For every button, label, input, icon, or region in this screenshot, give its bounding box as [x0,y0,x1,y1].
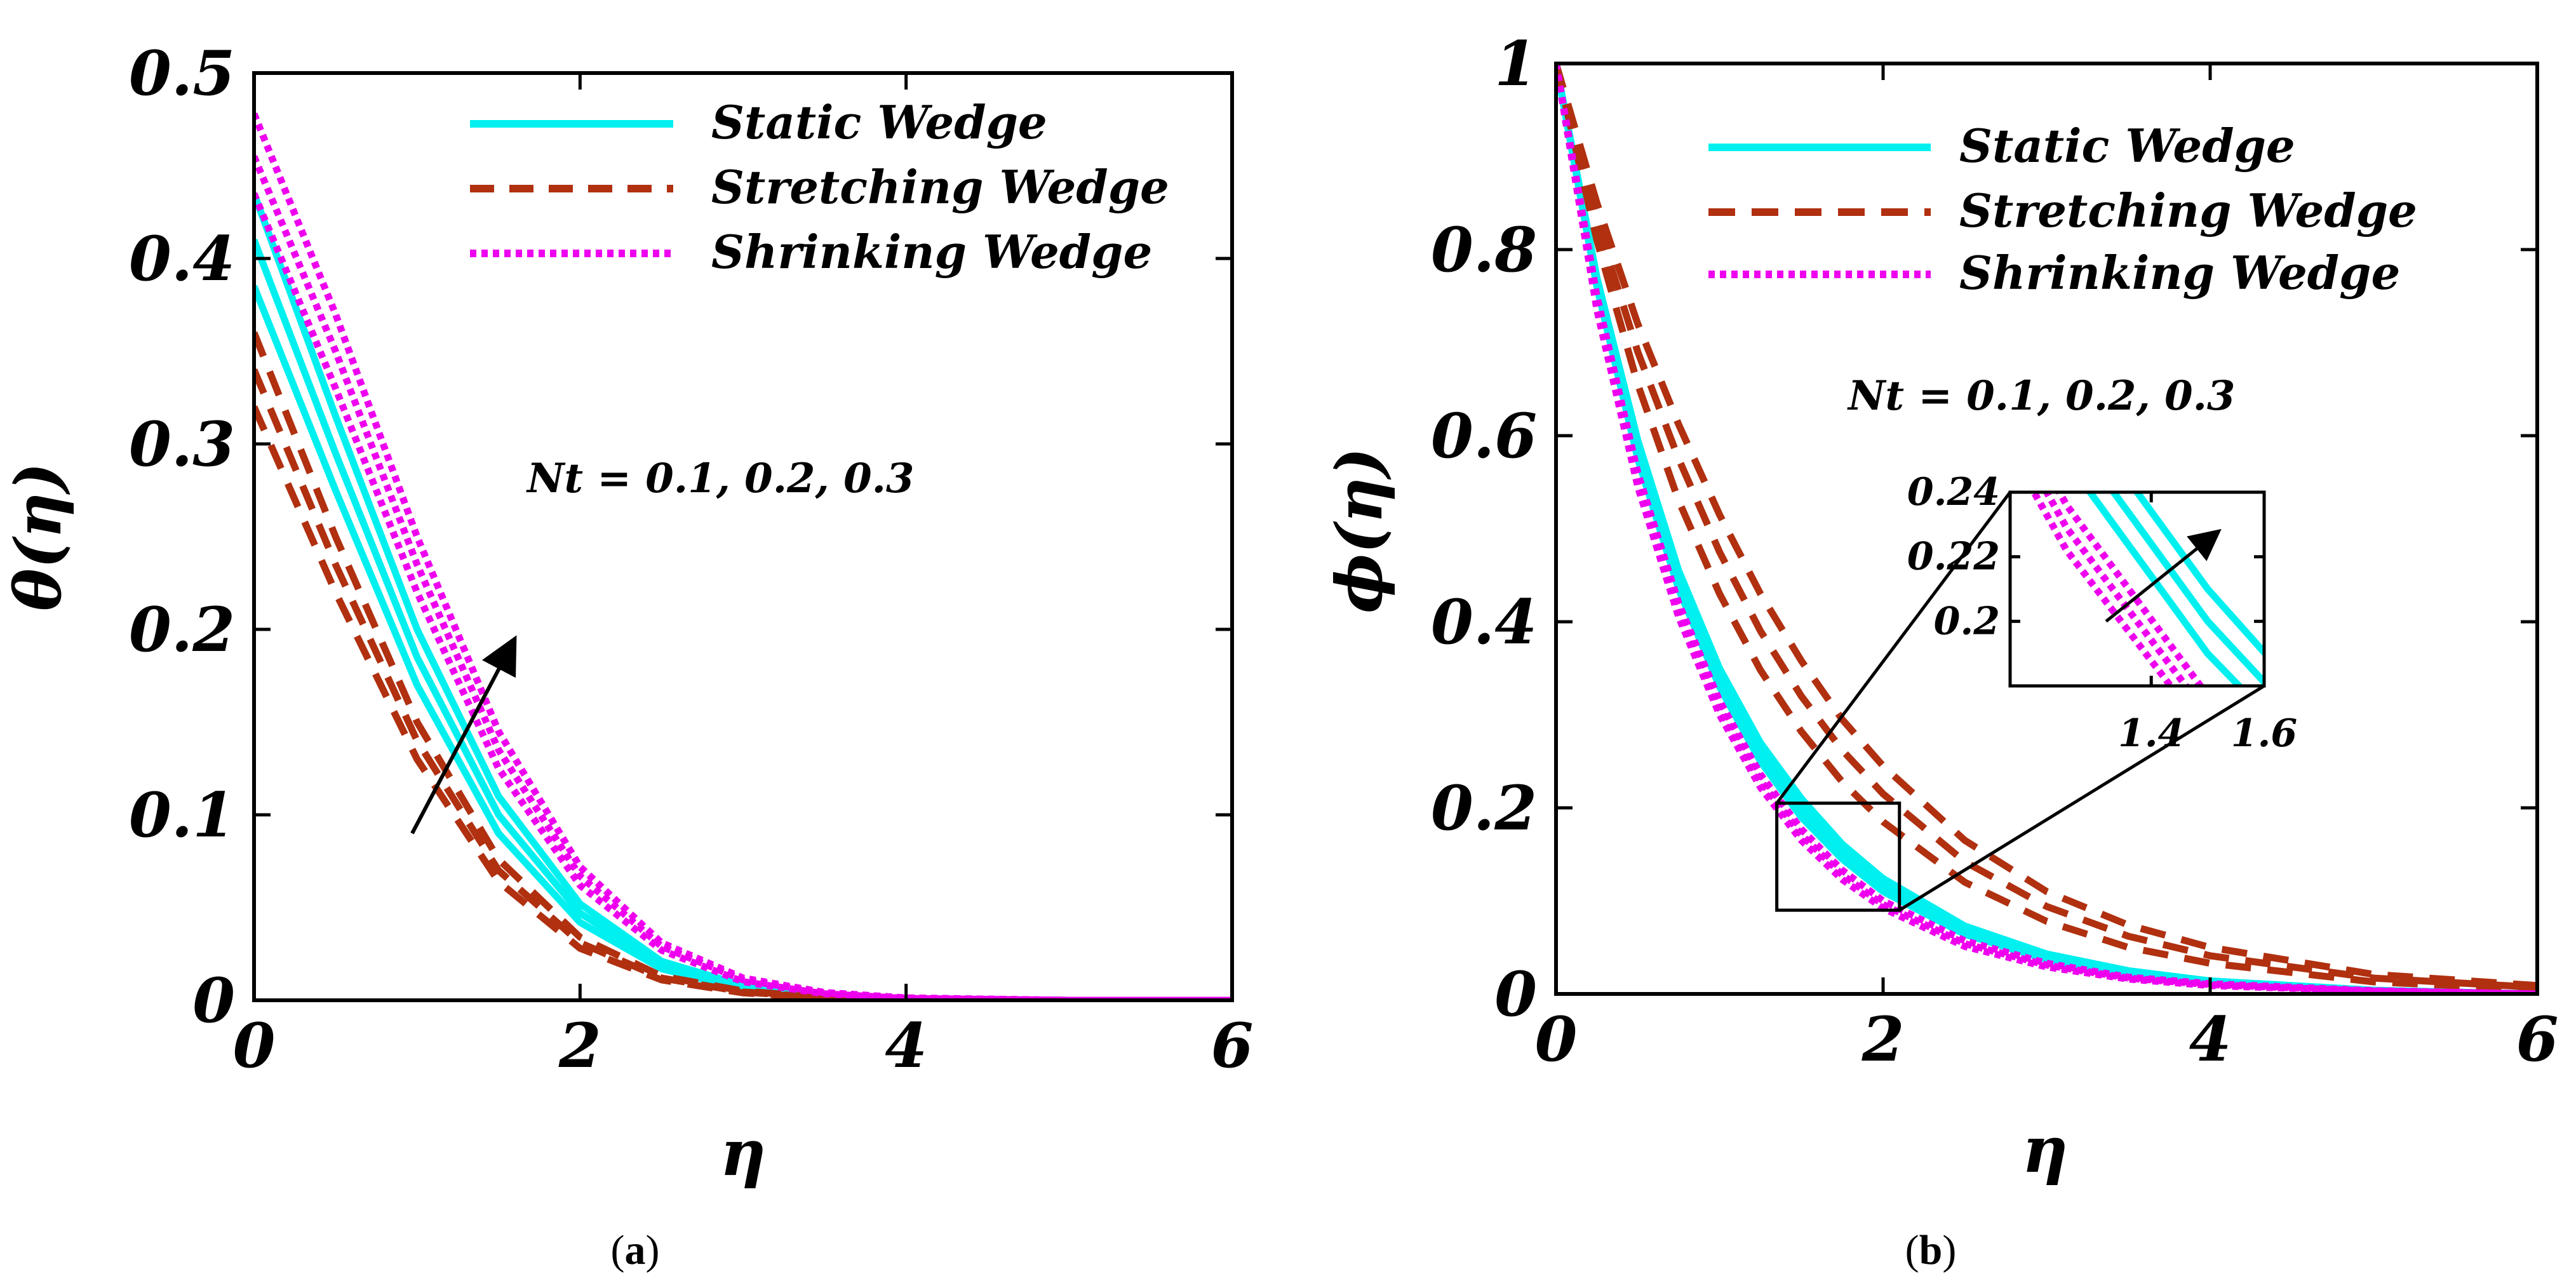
panel-a-ylabel: θ(η) [1,462,76,611]
panel-b: 0 2 4 6 0 0.2 0.4 0.6 0.8 1 ϕ(η) η Nt = 0.1, 0.2,… [1322,28,2558,1273]
legend-a-shrinking-label: Shrinking Wedge [711,225,1152,279]
y-tick-label: 0.8 [1431,214,1537,286]
legend-b-shrinking-label: Shrinking Wedge [1959,246,2400,300]
series-line-static [254,238,1232,1000]
x-tick-label: 1.4 [2118,711,2184,756]
series-line-shrinking [1556,64,2537,994]
panel-a-trend-arrow [410,635,517,835]
panel-b-ylabel: ϕ(η) [1322,447,1397,613]
panel-b-xlabel: η [2022,1112,2069,1187]
inset-trend-arrow [2105,528,2222,623]
panel-a-legend: Static Wedge Stretching Wedge Shrinking … [470,95,1169,279]
series-line-shrinking [1556,64,2537,994]
x-tick-label: 1.6 [2231,711,2297,756]
series-line-stretching [254,331,1232,1000]
panel-b-caption: (b) [1905,1227,1957,1273]
x-tick-label: 0 [233,1010,276,1082]
y-tick-label: 0.6 [1431,400,1537,472]
legend-a-stretching-label: Stretching Wedge [711,160,1169,214]
y-tick-label: 1 [1494,28,1537,100]
x-tick-label: 2 [558,1010,601,1082]
y-tick-label: 0.2 [129,594,235,666]
legend-b-static-label: Static Wedge [1959,119,2295,173]
y-tick-label: 0.3 [129,408,235,480]
y-tick-label: 0 [1494,958,1537,1030]
y-tick-label: 0.4 [1431,586,1537,658]
inset-axes-frame [2008,490,2266,688]
panel-a: 0 2 4 6 0 0.1 0.2 0.3 0.4 0.5 θ(η) η Nt = 0.1, 0.… [1,37,1253,1273]
x-tick-label: 6 [1211,1010,1254,1082]
x-tick-label: 4 [885,1010,927,1082]
y-tick-label: 0.22 [1907,535,2000,579]
legend-a-static-label: Static Wedge [711,95,1047,149]
legend-b-stretching-label: Stretching Wedge [1959,184,2417,238]
panel-b-nt-annotation: Nt = 0.1, 0.2, 0.3 [1847,372,2235,420]
x-tick-label: 2 [1862,1003,1905,1075]
panel-a-axes-frame [252,71,1234,1002]
x-tick-label: 6 [2516,1003,2559,1075]
series-line-static [254,285,1232,1000]
panel-a-xlabel: η [720,1115,767,1190]
y-tick-label: 0.5 [129,37,235,109]
series-line-static [254,192,1232,1000]
x-tick-label: 0 [1535,1003,1578,1075]
y-tick-label: 0.4 [129,223,235,295]
y-tick-label: 0.2 [1934,599,2000,643]
zoom-connector-line [1775,491,2011,805]
panel-b-inset: 1.4 1.6 0.2 0.22 0.24 [1907,470,2297,756]
series-line-static [1556,64,2537,994]
y-tick-label: 0.2 [1431,772,1537,844]
series-line-stretching [1556,64,2537,991]
panel-b-legend: Static Wedge Stretching Wedge Shrinking … [1708,119,2417,300]
inset-ticks: 1.4 1.6 0.2 0.22 0.24 [1907,470,2297,756]
panel-a-nt-annotation: Nt = 0.1, 0.2, 0.3 [526,455,914,502]
panel-b-axes-frame [1554,62,2539,996]
panel-a-ticks: 0 2 4 6 0 0.1 0.2 0.3 0.4 0.5 [129,37,1253,1082]
series-line-stretching [1556,64,2537,989]
panel-b-series-group [1556,64,2537,994]
panel-b-zoom-region-box [1775,801,1902,912]
y-tick-label: 0.24 [1907,470,2000,514]
series-line-shrinking [254,192,1232,1000]
panel-b-ticks: 0 2 4 6 0 0.2 0.4 0.6 0.8 1 [1431,28,2558,1075]
panel-a-caption: (a) [611,1227,660,1273]
y-tick-label: 0 [192,965,235,1036]
x-tick-label: 4 [2189,1003,2232,1075]
y-tick-label: 0.1 [129,779,235,851]
zoom-connector-line [1898,684,2265,912]
